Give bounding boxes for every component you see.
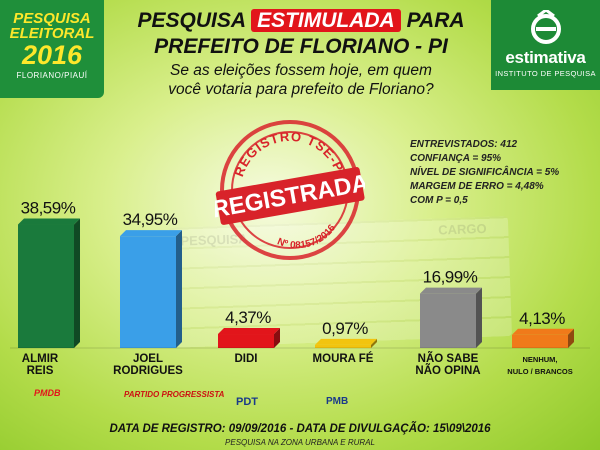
- registrada-stamp: REGISTRO TSE-PI REGISTRADA Nº 08157/2016: [215, 120, 365, 260]
- bar-value-label-0: 38,59%: [21, 199, 76, 218]
- pesquisa-eleitoral-logo: PESQUISA ELEITORAL 2016 FLORIANO/PIAUÍ: [0, 0, 104, 98]
- category-label-1-1: RODRIGUES: [113, 365, 183, 377]
- category-label-0-1: REIS: [27, 365, 54, 377]
- bar-side-3: [371, 338, 377, 348]
- question-line2: você votaria para prefeito de Floriano?: [168, 81, 434, 98]
- bar-side-2: [274, 328, 280, 348]
- stat-significancia: NÍVEL DE SIGNIFICÂNCIA = 5%: [410, 167, 560, 178]
- logo-year: 2016: [21, 40, 83, 70]
- bar-2: [218, 334, 274, 348]
- bar-value-label-5: 4,13%: [519, 309, 565, 328]
- bar-side-4: [476, 287, 482, 348]
- pp-logo: PARTIDO PROGRESSISTA: [124, 390, 224, 399]
- category-label-2-0: DIDI: [235, 353, 258, 365]
- logo-line2: ELEITORAL: [9, 25, 95, 42]
- logo-place: FLORIANO/PIAUÍ: [16, 71, 88, 80]
- bar-top-1: [120, 230, 182, 237]
- bar-side-5: [568, 328, 574, 348]
- stat-entrevistados: ENTREVISTADOS: 412: [410, 139, 518, 150]
- bar-4: [420, 293, 476, 348]
- category-label-4-1: NÃO OPINA: [415, 364, 480, 377]
- bar-top-4: [420, 287, 482, 294]
- estimativa-brand: estimativa: [505, 48, 586, 67]
- bar-0: [18, 224, 74, 348]
- bar-value-label-1: 34,95%: [123, 210, 178, 229]
- bar-top-3: [315, 338, 377, 345]
- footer-note: PESQUISA NA ZONA URBANA E RURAL: [225, 438, 375, 447]
- heading-line2: PREFEITO DE FLORIANO - PI: [154, 35, 448, 58]
- bar-1: [120, 236, 176, 348]
- survey-stats: ENTREVISTADOS: 412 CONFIANÇA = 95% NÍVEL…: [410, 138, 559, 208]
- bar-value-label-3: 0,97%: [322, 319, 368, 338]
- bar-value-label-2: 4,37%: [225, 308, 271, 327]
- category-label-5-0: NENHUM,: [523, 355, 558, 364]
- heading-part2: PARA: [406, 9, 465, 32]
- question: Se as eleições fossem hoje, em quem você…: [116, 61, 486, 99]
- pp-text: PARTIDO PROGRESSISTA: [124, 390, 225, 399]
- pmdb-text: PMDB: [34, 388, 61, 398]
- category-label-3-0: MOURA FÉ: [313, 352, 374, 365]
- heading-line1: PESQUISA ESTIMULADA PARA: [116, 9, 486, 33]
- pdt-logo: PDT: [236, 396, 258, 408]
- estimativa-mark-icon: [530, 10, 561, 44]
- stat-p: COM P = 0,5: [410, 195, 468, 206]
- estimativa-subtitle: INSTITUTO DE PESQUISA: [495, 69, 596, 78]
- bar-top-2: [218, 328, 280, 335]
- bar-5: [512, 334, 568, 348]
- pdt-text: PDT: [236, 396, 258, 408]
- pmb-text: PMB: [326, 396, 349, 407]
- pmdb-logo: PMDB: [34, 388, 61, 398]
- bar-side-1: [176, 230, 182, 348]
- bar-top-0: [18, 218, 80, 225]
- stat-margem: MARGEM DE ERRO = 4,48%: [410, 181, 544, 192]
- category-label-0-0: ALMIR: [22, 353, 59, 365]
- bar-value-label-4: 16,99%: [423, 268, 478, 287]
- logo-line1: PESQUISA: [13, 10, 91, 27]
- heading-part1: PESQUISA: [137, 9, 246, 32]
- category-label-5-1: NULO / BRANCOS: [507, 367, 572, 376]
- bar-3: [315, 344, 371, 348]
- question-line1: Se as eleições fossem hoje, em quem: [170, 62, 432, 79]
- heading-highlight: ESTIMULADA: [251, 9, 401, 32]
- estimativa-logo: estimativa INSTITUTO DE PESQUISA: [491, 0, 600, 90]
- category-label-4-0: NÃO SABE: [418, 352, 479, 365]
- pmb-logo: PMB: [326, 396, 348, 407]
- stat-confianca: CONFIANÇA = 95%: [410, 153, 502, 164]
- footer-dates: DATA DE REGISTRO: 09/09/2016 - DATA DE D…: [109, 423, 491, 435]
- bar-side-0: [74, 218, 80, 348]
- category-label-1-0: JOEL: [133, 353, 163, 365]
- bar-top-5: [512, 328, 574, 335]
